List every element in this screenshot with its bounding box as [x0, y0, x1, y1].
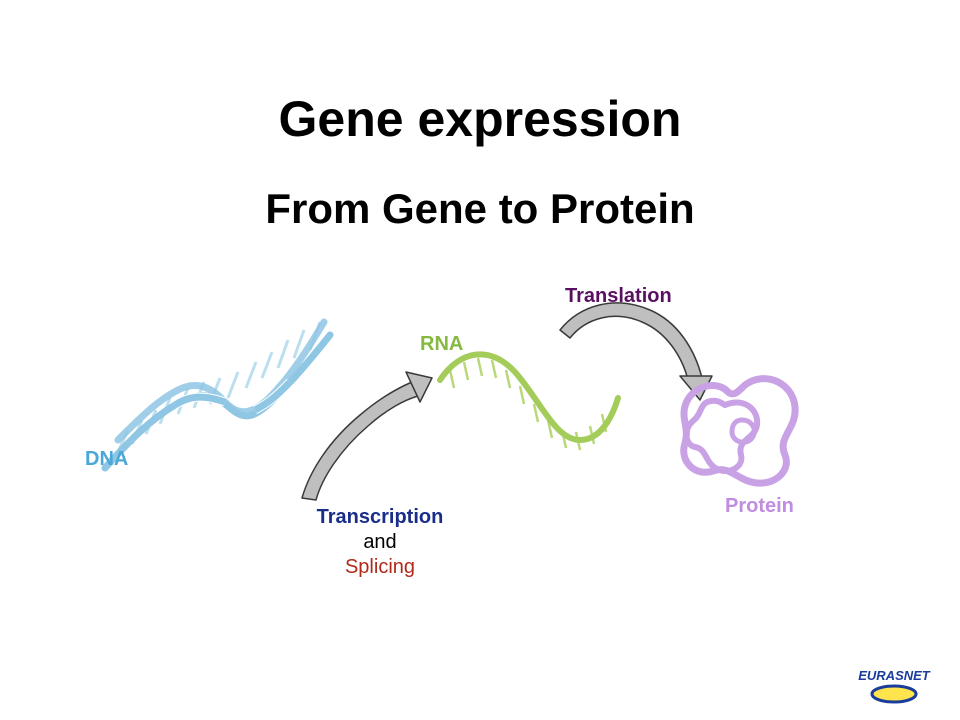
protein-label: Protein [725, 495, 794, 518]
rna-label: RNA [420, 333, 463, 356]
eurasnet-logo: EURASNET [847, 666, 942, 706]
transcription-label-group: Transcription and Splicing [305, 505, 455, 580]
diagram-svg [0, 0, 960, 720]
logo-text: EURASNET [858, 668, 931, 683]
and-word: and [363, 531, 396, 553]
dna-helix-icon [105, 322, 330, 468]
transcription-arrow-icon [302, 372, 432, 500]
rna-strand-icon [440, 354, 618, 450]
dna-label: DNA [85, 448, 128, 471]
splicing-word: Splicing [345, 556, 415, 578]
logo-ellipse-icon [872, 686, 916, 702]
translation-arrow-icon [560, 303, 712, 400]
translation-label: Translation [565, 285, 672, 308]
transcription-word: Transcription [317, 506, 444, 528]
